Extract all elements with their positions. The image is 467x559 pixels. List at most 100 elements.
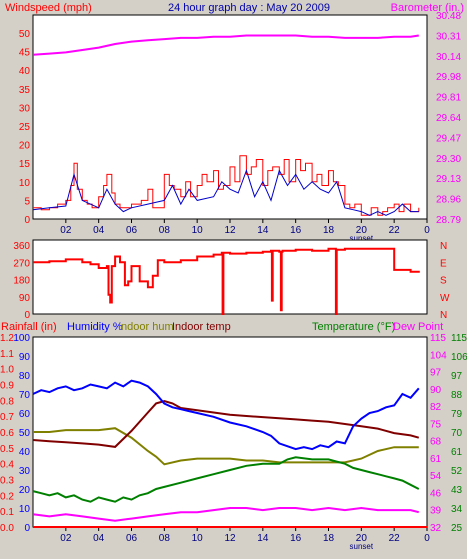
compass-tick: N [440,241,447,252]
x-tick-label: 12 [224,225,236,236]
rain-tick: 0.4 [0,460,14,471]
x-tick-label: 14 [257,225,269,236]
humidity-tick: 20 [19,485,31,496]
direction-tick: 0 [24,310,30,321]
windspeed-tick: 45 [19,48,31,59]
humidity-label: Humidity % [67,321,123,333]
humidity-tick: 0 [24,523,30,534]
indoor-temp-tick: 97 [430,368,442,379]
temperature-tick: 79 [451,409,463,420]
barometer-label: Barometer (in.) [391,2,464,14]
rain-tick: 1.1 [0,349,14,360]
indoor-temp-tick: 104 [430,350,447,361]
barometer-tick: 30.31 [436,31,461,42]
series-line-windspeed [32,169,419,216]
series-line-indoor-hum [33,427,419,466]
windspeed-tick: 30 [19,103,31,114]
humidity-tick: 80 [19,371,31,382]
graph-title: 24 hour graph day : May 20 2009 [168,2,330,14]
temperature-label: Temperature (°F) [312,321,395,333]
rain-tick: 0.7 [0,412,14,423]
temperature-tick: 52 [451,466,463,477]
x-tick-label: 18 [323,533,335,544]
x-tick-label: 04 [93,225,105,236]
indoor-temp-tick: 39 [430,506,442,517]
rain-tick: 0.3 [0,476,14,487]
x-tick-label: 06 [126,533,138,544]
x-tick-label: 0 [424,225,430,236]
series-line-barometer [32,34,419,56]
direction-tick: 180 [13,276,30,287]
compass-tick: E [440,258,447,269]
x-tick-label: 0 [424,533,430,544]
barometer-tick: 29.81 [436,93,461,104]
x-tick-label: 22 [389,533,401,544]
indoor-temp-tick: 54 [430,471,442,482]
rain-tick: 0.0 [0,523,14,534]
barometer-tick: 30.14 [436,52,461,63]
x-tick-label: 10 [192,225,204,236]
sunset-label: sunset [350,234,374,243]
indoor-temp-tick: 68 [430,437,442,448]
temperature-tick: 61 [451,447,463,458]
temperature-tick: 34 [451,504,463,515]
humidity-tick: 30 [19,466,31,477]
rain-tick: 1.2 [0,333,14,344]
barometer-tick: 29.64 [436,113,461,124]
x-tick-label: 12 [224,533,236,544]
x-tick-label: 22 [389,225,401,236]
temperature-tick: 70 [451,428,463,439]
indoor-temp-tick: 46 [430,488,442,499]
humidity-tick: 40 [19,447,31,458]
direction-tick: 90 [19,293,31,304]
windspeed-label: Windspeed (mph) [5,2,92,14]
windspeed-tick: 0 [24,215,30,226]
barometer-tick: 28.96 [436,195,461,206]
series-line-humidity [32,379,420,451]
x-tick-label: 14 [257,533,269,544]
x-tick-label: 02 [60,225,72,236]
windspeed-tick: 20 [19,141,31,152]
windspeed-tick: 50 [19,29,31,40]
rain-tick: 0.6 [0,428,14,439]
barometer-tick: 29.47 [436,133,461,144]
indoor-hum-label: Indoor hum [118,321,174,333]
sunset-label: sunset [350,542,374,551]
x-tick-label: 04 [93,533,105,544]
rain-tick: 1.0 [0,365,14,376]
temperature-tick: 88 [451,390,463,401]
indoor-temp-label: Indoor temp [172,321,231,333]
temperature-tick: 43 [451,485,463,496]
series-line-gust [33,155,420,216]
rain-tick: 0.9 [0,381,14,392]
windspeed-tick: 25 [19,122,31,133]
plot-area [32,14,428,220]
compass-tick: N [440,310,447,321]
direction-tick: 360 [13,241,30,252]
humidity-tick: 60 [19,409,31,420]
series-line-direction [33,247,420,315]
barometer-tick: 30.48 [436,11,461,22]
humidity-tick: 10 [19,504,31,515]
wind-barometer-panel: 0 5 10 15 20 25 30 35 40 45 50 28.79 28.96 29.13 29.30… [19,11,462,243]
windspeed-tick: 5 [24,196,30,207]
compass-tick: W [440,293,450,304]
x-tick-label: 16 [290,533,302,544]
dew-point-label: Dew Point [393,321,443,333]
compass-tick: S [440,276,447,287]
x-tick-label: 20 [356,225,368,236]
x-tick-label: 18 [323,225,335,236]
temperature-tick: 25 [451,523,463,534]
x-tick-label: 08 [159,533,171,544]
rain-tick: 0.1 [0,507,14,518]
indoor-temp-tick: 90 [430,385,442,396]
x-tick-label: 06 [126,225,138,236]
humidity-tick: 70 [19,390,31,401]
x-tick-label: 20 [356,533,368,544]
humidity-tick: 90 [19,352,31,363]
temperature-tick: 115 [451,333,467,344]
windspeed-tick: 40 [19,66,31,77]
rain-tick: 0.2 [0,491,14,502]
